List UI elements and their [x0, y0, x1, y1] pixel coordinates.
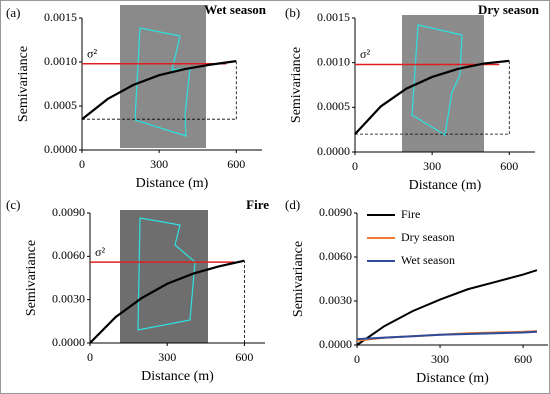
x-tick-label: 0: [79, 157, 85, 171]
y-tick-label: 0.0030: [319, 293, 352, 307]
panel-title: Fire: [246, 197, 269, 212]
x-tick-label: 300: [423, 159, 441, 173]
x-tick-label: 0: [87, 350, 93, 364]
x-tick-label: 600: [500, 159, 518, 173]
panel-title: Dry season: [478, 2, 540, 17]
x-tick-label: 0: [354, 352, 360, 366]
series-line: [89, 259, 245, 344]
x-axis-label: Distance (m): [141, 369, 214, 384]
x-axis-label: Distance (m): [409, 178, 482, 193]
x-tick-label: 600: [235, 350, 253, 364]
sill-label: σ²: [95, 245, 105, 259]
panel-label: (c): [6, 197, 20, 212]
x-tick-label: 600: [227, 157, 245, 171]
y-axis-label: Semivariance: [289, 47, 304, 123]
panel-label: (d): [285, 197, 300, 212]
y-tick-label: 0.0030: [52, 291, 85, 305]
y-axis-label: Semivariance: [291, 241, 306, 317]
legend-label: Wet season: [401, 253, 455, 267]
y-tick-label: 0.0010: [317, 54, 350, 68]
y-tick-label: 0.0000: [319, 337, 352, 351]
y-tick-label: 0.0015: [317, 10, 350, 24]
y-tick-label: 0.0010: [44, 54, 77, 68]
x-tick-label: 300: [431, 352, 449, 366]
series-line: [356, 269, 538, 346]
y-tick-label: 0.0090: [52, 205, 85, 219]
image-a: [120, 5, 206, 148]
image-c: [120, 210, 208, 343]
panel-title: Wet season: [204, 2, 267, 17]
y-tick-label: 0.0005: [317, 99, 350, 113]
y-tick-label: 0.0005: [44, 98, 77, 112]
y-tick-label: 0.0000: [317, 144, 350, 158]
legend-label: Dry season: [401, 230, 455, 244]
y-axis-label: Semivariance: [16, 46, 31, 122]
y-tick-label: 0.0060: [52, 248, 85, 262]
y-tick-label: 0.0000: [52, 335, 85, 349]
sill-label: σ²: [360, 47, 370, 61]
y-tick-label: 0.0060: [319, 249, 352, 263]
x-axis-label: Distance (m): [136, 176, 209, 191]
legend-label: Fire: [401, 207, 420, 221]
series-line: [81, 60, 237, 121]
x-tick-label: 300: [158, 350, 176, 364]
sill-label: σ²: [87, 47, 97, 61]
x-tick-label: 600: [514, 352, 532, 366]
y-tick-label: 0.0000: [44, 142, 77, 156]
y-tick-label: 0.0015: [44, 10, 77, 24]
x-axis-label: Distance (m): [416, 371, 489, 386]
series-line: [356, 330, 537, 341]
series-line: [354, 59, 510, 135]
panel-label: (b): [285, 5, 300, 20]
x-tick-label: 0: [352, 159, 358, 173]
y-axis-label: Semivariance: [24, 240, 39, 316]
image-b: [402, 15, 484, 152]
y-tick-label: 0.0090: [319, 205, 352, 219]
panel-label: (a): [6, 5, 20, 20]
x-tick-label: 300: [150, 157, 168, 171]
